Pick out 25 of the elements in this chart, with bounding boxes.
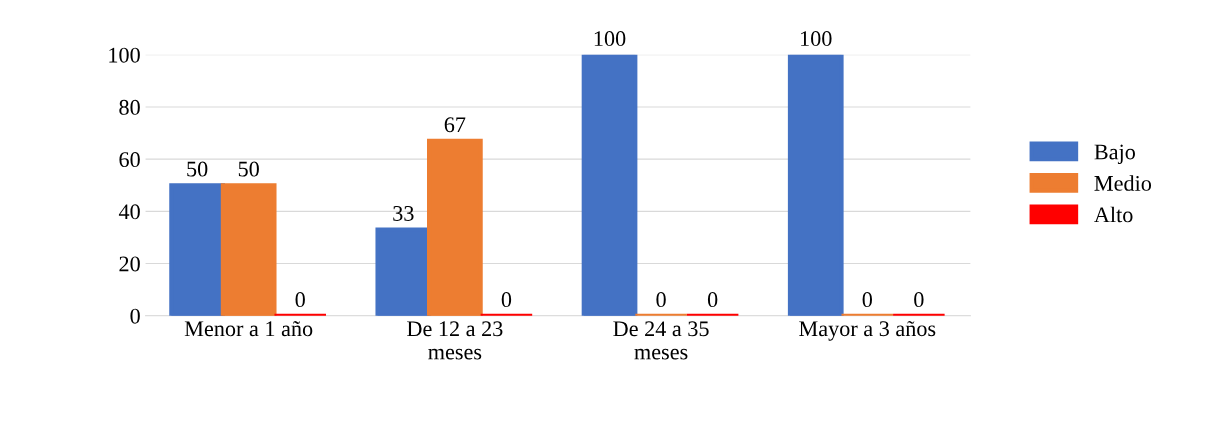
data-label: 67: [444, 117, 466, 133]
data-label: 50: [187, 161, 208, 177]
y-tick-label: 20: [119, 256, 140, 272]
data-label: 0: [707, 292, 718, 308]
data-label: 33: [393, 206, 414, 221]
x-tick-label: Menor a 1 año: [184, 321, 313, 337]
y-tick-label: 100: [109, 47, 140, 63]
data-label: 100: [594, 31, 626, 47]
data-label: 0: [914, 292, 924, 308]
data-label: 0: [501, 292, 512, 308]
data-label: 100: [801, 31, 832, 47]
x-tick-label: De 12 a 23 meses: [407, 321, 503, 360]
x-tick-label: Mayor a 3 años: [799, 320, 936, 341]
data-label: 0: [295, 292, 305, 308]
y-tick-label: 0: [130, 308, 140, 324]
data-label: 0: [656, 292, 666, 308]
legend-label: Alto: [1094, 206, 1133, 223]
legend-label: Medio: [1094, 175, 1152, 191]
legend-label: Bajo: [1094, 144, 1135, 164]
data-label: 0: [862, 292, 872, 308]
y-tick-label: 40: [118, 204, 140, 220]
x-tick-label: De 24 a 35 meses: [613, 321, 709, 360]
data-label: 50: [238, 161, 259, 177]
y-tick-label: 80: [119, 99, 140, 115]
y-tick-label: 60: [119, 152, 140, 168]
